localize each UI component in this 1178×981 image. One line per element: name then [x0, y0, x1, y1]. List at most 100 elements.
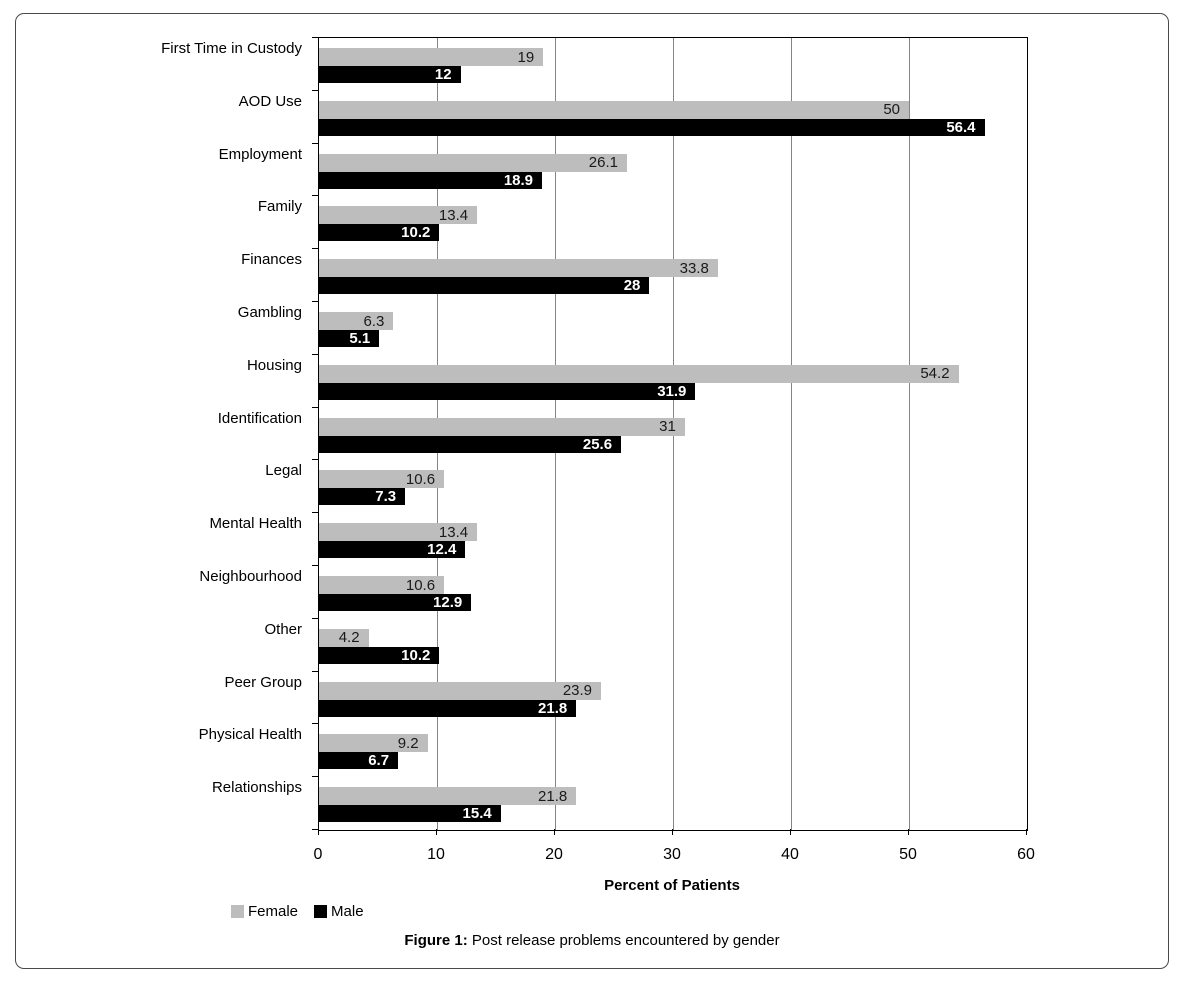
bar-male: 15.4	[319, 805, 501, 823]
bar-value-label: 26.1	[588, 154, 618, 172]
bar-female: 54.2	[319, 364, 959, 383]
y-axis-tick	[312, 565, 318, 566]
category-row: 26.1 18.9	[319, 144, 1027, 197]
category-label: Finances	[241, 251, 302, 269]
bar-female: 13.4	[319, 206, 478, 225]
legend-label-male: Male	[331, 903, 364, 920]
bar-male: 6.7	[319, 752, 399, 770]
bar-value-label: 10.2	[401, 646, 431, 664]
bar-value-label: 21.8	[538, 787, 568, 805]
category-label: Relationships	[211, 779, 302, 797]
x-axis-tick	[318, 829, 319, 835]
legend: Female Male	[231, 903, 364, 920]
y-axis-tick	[312, 89, 318, 91]
category-label: Mental Health	[209, 515, 302, 533]
bar-male: 12.9	[319, 594, 472, 611]
bar-female: 10.6	[319, 576, 445, 594]
bar-male: 10.2	[319, 646, 440, 664]
bar-value-label: 10.2	[401, 224, 431, 242]
figure-box: 19 12 50 56.4 26.1 18.9 13.4 10.2 33.8 28 6.3 5.1 54…	[15, 13, 1169, 969]
x-axis-tick-label: 10	[427, 846, 445, 863]
category-label: Housing	[246, 356, 302, 374]
x-axis-tick	[1026, 829, 1027, 835]
x-axis-tick-label: 20	[545, 846, 563, 863]
category-row: 13.4 10.2	[319, 196, 1027, 249]
bar-value-label: 10.6	[405, 576, 436, 594]
bar-male: 12	[319, 66, 461, 83]
category-row: 19 12	[319, 38, 1027, 91]
male-swatch-icon	[314, 905, 328, 918]
bar-female: 10.6	[319, 470, 445, 489]
bar-female: 33.8	[319, 259, 718, 278]
bar-male: 56.4	[319, 118, 985, 136]
category-row: 23.9 21.8	[319, 672, 1027, 725]
x-axis-title: Percent of Patients	[604, 877, 740, 894]
y-axis-tick	[312, 670, 318, 672]
category-row: 13.4 12.4	[319, 513, 1027, 566]
x-axis-tick	[672, 829, 673, 835]
category-label: AOD Use	[238, 92, 302, 110]
chart-plot-area: 19 12 50 56.4 26.1 18.9 13.4 10.2 33.8 28 6.3 5.1 54…	[318, 37, 1028, 831]
bar-value-label: 12.9	[433, 594, 463, 611]
y-axis-tick	[312, 723, 318, 725]
x-axis-tick	[790, 829, 791, 835]
bar-value-label: 9.2	[397, 734, 419, 752]
legend-label-female: Female	[248, 903, 299, 920]
bar-male: 7.3	[319, 488, 406, 506]
y-axis-tick	[312, 829, 318, 830]
bar-value-label: 15.4	[462, 805, 492, 823]
x-axis-tick-label: 30	[663, 846, 681, 863]
bar-value-label: 19	[517, 48, 535, 66]
category-row: 50 56.4	[319, 91, 1027, 144]
x-axis-tick-label: 50	[899, 846, 917, 863]
gridline	[909, 38, 910, 830]
y-axis-tick	[312, 301, 318, 302]
category-label: Gambling	[237, 304, 302, 321]
x-axis-tick	[436, 829, 437, 835]
bar-value-label: 50	[883, 101, 900, 119]
bar-female: 50	[319, 100, 909, 119]
bar-value-label: 33.8	[679, 259, 709, 277]
bar-value-label: 56.4	[946, 118, 976, 136]
y-axis-tick	[312, 37, 318, 38]
category-row: 6.3 5.1	[319, 302, 1027, 355]
bar-female: 23.9	[319, 681, 602, 700]
female-swatch-icon	[231, 905, 244, 918]
y-axis-tick	[312, 406, 318, 408]
category-label: Legal	[265, 462, 302, 480]
legend-item-female: Female	[231, 903, 298, 920]
bar-value-label: 25.6	[582, 435, 613, 453]
bar-female: 6.3	[319, 312, 394, 330]
bar-female: 9.2	[319, 734, 428, 753]
caption-prefix: Figure 1:	[404, 932, 468, 949]
y-axis-tick	[312, 459, 318, 461]
bar-value-label: 31.9	[657, 382, 687, 400]
bar-value-label: 28	[623, 277, 641, 295]
category-label: Employment	[218, 145, 302, 163]
category-row: 4.2 10.2	[319, 619, 1027, 672]
bar-value-label: 4.2	[338, 629, 360, 647]
bar-female: 21.8	[319, 787, 577, 806]
y-axis-tick	[312, 617, 318, 619]
category-label: Neighbourhood	[199, 568, 302, 585]
category-row: 10.6 12.9	[319, 566, 1027, 619]
category-label: Family	[257, 198, 302, 216]
category-row: 9.2 6.7	[319, 724, 1027, 777]
bar-male: 25.6	[319, 435, 622, 453]
bar-female: 19	[319, 48, 544, 66]
bar-male: 12.4	[319, 541, 466, 559]
bar-male: 28	[319, 277, 650, 295]
bar-value-label: 13.4	[438, 206, 469, 224]
x-axis-tick	[554, 829, 555, 835]
y-axis-tick	[312, 195, 318, 197]
bar-male: 18.9	[319, 171, 543, 189]
bar-value-label: 10.6	[405, 470, 436, 488]
category-row: 33.8 28	[319, 249, 1027, 302]
bar-value-label: 54.2	[920, 365, 950, 383]
x-axis-tick	[908, 829, 909, 835]
bar-female: 26.1	[319, 153, 627, 172]
x-axis-tick-label: 60	[1017, 846, 1035, 863]
y-axis-tick	[312, 776, 318, 778]
y-axis-tick	[312, 142, 318, 144]
